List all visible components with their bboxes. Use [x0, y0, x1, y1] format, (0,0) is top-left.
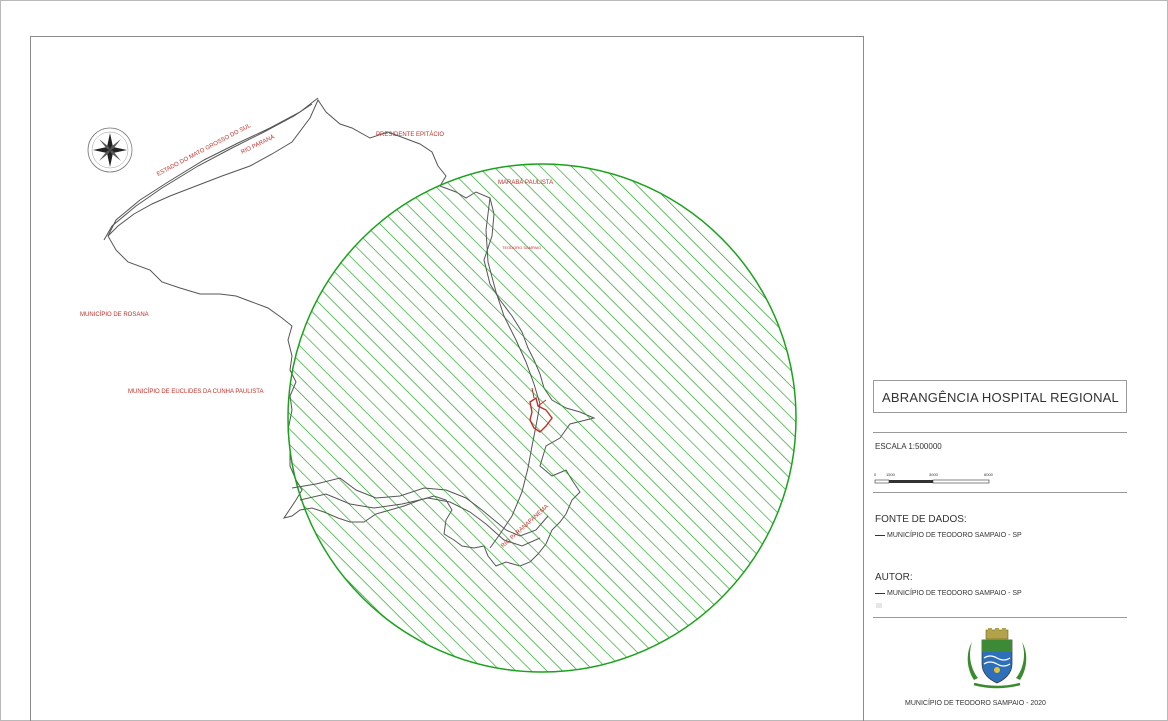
legend-divider — [873, 492, 1127, 493]
scale-label: ESCALA 1:500000 — [875, 442, 942, 451]
label-maraba-paulista: MARABÁ PAULISTA — [498, 179, 553, 186]
coverage-area-circle — [287, 163, 797, 673]
legend-title: ABRANGÊNCIA HOSPITAL REGIONAL — [882, 390, 1119, 405]
data-source-value: MUNICÍPIO DE TEODORO SAMPAIO - SP — [887, 532, 1022, 539]
scale-bar: 0 1500 3000 6000 — [874, 472, 994, 484]
north-arrow-compass-icon — [87, 127, 133, 173]
data-source-line: MUNICÍPIO DE TEODORO SAMPAIO - SP — [875, 532, 1022, 539]
author-heading: AUTOR: — [875, 572, 913, 583]
legend-dash — [875, 534, 885, 536]
label-municipio-rosana: MUNICÍPIO DE ROSANA — [80, 311, 149, 318]
label-estado-ms: ESTADO DO MATO GROSSO DO SUL — [156, 123, 252, 178]
legend-divider — [873, 432, 1127, 433]
urban-access-road — [531, 387, 547, 407]
map-legend: ABRANGÊNCIA HOSPITAL REGIONAL ESCALA 1:5… — [870, 380, 1127, 710]
legend-divider — [873, 617, 1127, 618]
author-line: MUNICÍPIO DE TEODORO SAMPAIO - SP — [875, 590, 1022, 597]
label-municipio-euclides: MUNICÍPIO DE EUCLIDES DA CUNHA PAULISTA — [128, 388, 263, 395]
internal-boundary — [485, 197, 541, 549]
legend-marker — [876, 603, 882, 608]
paranapanema-river-line — [291, 477, 549, 537]
author-value: MUNICÍPIO DE TEODORO SAMPAIO - SP — [887, 590, 1022, 597]
footer-caption: MUNICÍPIO DE TEODORO SAMPAIO - 2020 — [905, 700, 1046, 707]
urban-area — [529, 396, 553, 433]
data-source-heading: FONTE DE DADOS: — [875, 514, 967, 525]
label-presidente-epitacio: PRESIDENTE EPITÁCIO — [376, 131, 444, 138]
parana-river-line — [107, 97, 319, 237]
scale-tick-2: 3000 — [929, 472, 939, 477]
municipal-crest-icon — [967, 628, 1027, 689]
map-frame — [30, 36, 864, 721]
label-teodoro-sampaio-north: TEODORO SAMPAIO — [502, 245, 541, 250]
scale-tick-3: 6000 — [984, 472, 994, 477]
parana-river-line-inner — [103, 103, 313, 241]
label-rio-parana: RIO PARANÁ — [240, 133, 276, 155]
scale-tick-1: 1500 — [886, 472, 896, 477]
scale-tick-0: 0 — [874, 472, 877, 477]
legend-title-box: ABRANGÊNCIA HOSPITAL REGIONAL — [873, 380, 1127, 413]
legend-dash — [875, 592, 885, 594]
paranapanema-river-line-2 — [299, 493, 541, 547]
